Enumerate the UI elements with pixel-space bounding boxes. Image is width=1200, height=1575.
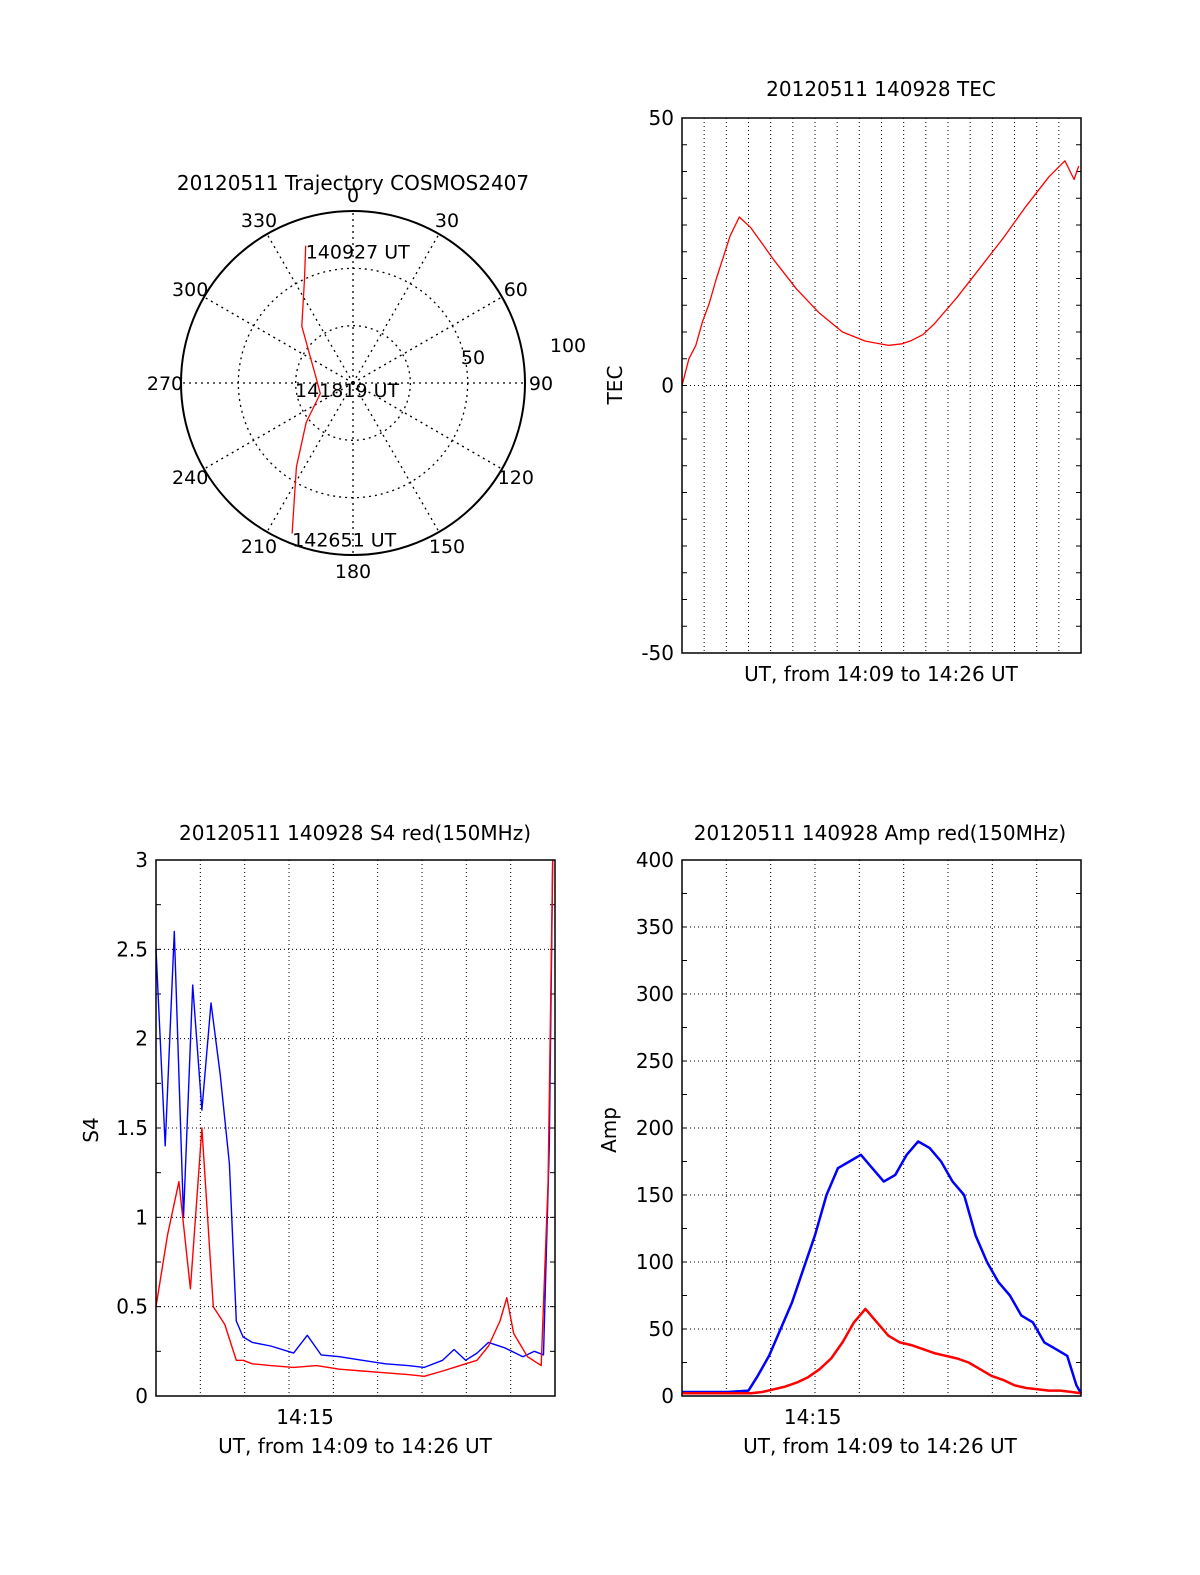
polar-outer-circle	[180, 210, 526, 556]
tec-title: 20120511 140928 TEC	[766, 77, 996, 101]
polar-azimuth-label: 210	[241, 536, 277, 558]
s4-panel: 20120511 140928 S4 red(150MHz) 0 0.5 1 1.5 2…	[79, 821, 556, 1458]
y-tick-label: 200	[636, 1116, 674, 1140]
polar-trajectory: 140927 UT 141819 UT 142651 UT	[291, 242, 410, 552]
y-tick-label: 3	[135, 848, 148, 872]
tec-panel: 20120511 140928 TEC 50 0 -50 UT, from 14:0…	[603, 77, 1082, 686]
y-tick-label: 0	[661, 1384, 674, 1408]
y-tick-label: 0	[661, 374, 674, 398]
y-tick-label: 50	[649, 106, 674, 130]
y-tick-label: 2.5	[116, 937, 148, 961]
y-tick-label: 1.5	[116, 1116, 148, 1140]
plot-frame	[681, 117, 1082, 654]
y-tick-label: 0	[135, 1384, 148, 1408]
amp-panel: 20120511 140928 Amp red(150MHz) 0 50 100 15…	[597, 821, 1083, 1458]
x-tick-label: 14:15	[276, 1405, 334, 1429]
polar-azimuth-label: 240	[172, 467, 208, 489]
tec-xlabel: UT, from 14:09 to 14:26 UT	[744, 662, 1019, 686]
series-line	[682, 1307, 1082, 1395]
polar-ring	[237, 267, 469, 499]
polar-panel: 20120511 Trajectory COSMOS2407 0 30 60 90 12…	[147, 171, 586, 583]
s4-ylabel: S4	[79, 1117, 103, 1142]
plot-frame	[681, 859, 1082, 1397]
s4-plot-area: 0 0.5 1 1.5 2 2.5 3 14:15	[116, 848, 556, 1429]
polar-spoke	[352, 296, 503, 384]
series-line	[682, 1140, 1083, 1394]
polar-azimuth-label: 270	[147, 373, 183, 395]
polar-spoke	[352, 382, 503, 470]
polar-spoke	[352, 382, 440, 533]
polar-spoke	[203, 382, 354, 470]
s4-title: 20120511 140928 S4 red(150MHz)	[179, 821, 531, 845]
series-line	[155, 859, 554, 1369]
tec-plot-area: 50 0 -50	[641, 106, 1082, 665]
y-tick-label: -50	[641, 641, 674, 665]
polar-title: 20120511 Trajectory COSMOS2407	[177, 171, 529, 195]
polar-azimuth-label: 300	[172, 279, 208, 301]
y-tick-label: 1	[135, 1205, 148, 1229]
polar-azimuth-label: 330	[241, 210, 277, 232]
polar-azimuth-label: 120	[498, 467, 534, 489]
y-tick-label: 2	[135, 1027, 148, 1051]
y-tick-label: 100	[636, 1250, 674, 1274]
y-tick-label: 50	[649, 1317, 674, 1341]
polar-spoke	[352, 233, 440, 384]
polar-labels: 0 30 60 90 120 150 180 210 240 270 300 330 50 100	[147, 185, 586, 583]
tec-ylabel: TEC	[603, 366, 627, 406]
y-tick-label: 150	[636, 1183, 674, 1207]
series-line	[155, 859, 554, 1377]
polar-spoke	[266, 233, 354, 384]
trajectory-time-label: 140927 UT	[306, 242, 410, 264]
trajectory-time-label: 142651 UT	[292, 530, 396, 552]
trajectory-line	[291, 245, 321, 534]
polar-azimuth-label: 30	[435, 210, 459, 232]
y-tick-label: 250	[636, 1049, 674, 1073]
polar-grid	[180, 210, 526, 556]
amp-xlabel: UT, from 14:09 to 14:26 UT	[743, 1434, 1018, 1458]
polar-radial-label: 50	[461, 347, 485, 369]
y-tick-label: 350	[636, 915, 674, 939]
amp-ylabel: Amp	[597, 1107, 621, 1153]
amp-title: 20120511 140928 Amp red(150MHz)	[694, 821, 1066, 845]
plot-frame	[155, 859, 556, 1397]
trajectory-time-label: 141819 UT	[295, 380, 399, 402]
y-tick-label: 400	[636, 848, 674, 872]
polar-spoke	[203, 296, 354, 384]
series-line	[681, 160, 1080, 386]
s4-xlabel: UT, from 14:09 to 14:26 UT	[218, 1434, 493, 1458]
polar-azimuth-label: 60	[504, 279, 528, 301]
polar-azimuth-label: 150	[429, 536, 465, 558]
polar-radial-label: 100	[550, 335, 586, 357]
y-tick-label: 0.5	[116, 1295, 148, 1319]
polar-ring	[295, 325, 411, 441]
y-tick-label: 300	[636, 982, 674, 1006]
x-tick-label: 14:15	[784, 1405, 842, 1429]
polar-azimuth-label: 0	[347, 185, 359, 207]
amp-plot-area: 0 50 100 150 200 250 300 350 400 14:15	[636, 848, 1083, 1429]
polar-spoke	[266, 382, 354, 533]
polar-azimuth-label: 180	[335, 561, 371, 583]
polar-azimuth-label: 90	[529, 373, 553, 395]
